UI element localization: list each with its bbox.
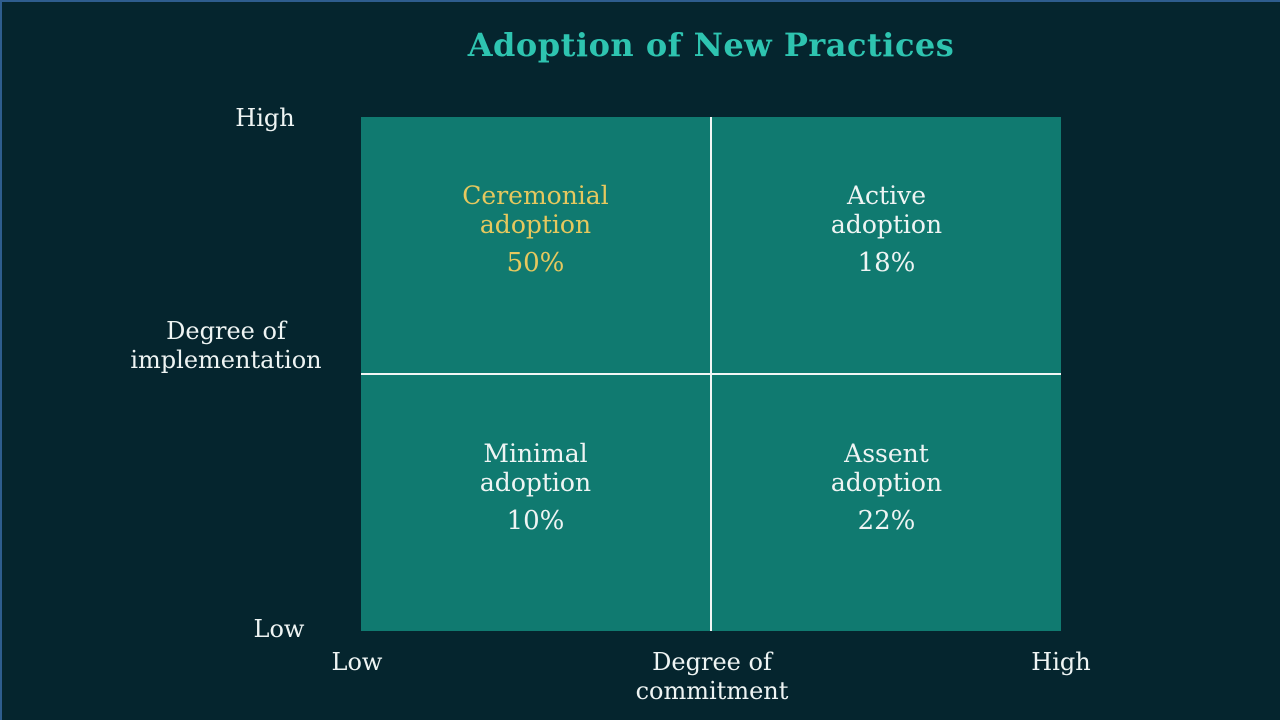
quadrant-label-line2: adoption xyxy=(479,468,592,497)
x-axis-low-label: Low xyxy=(331,648,383,676)
quadrant-label: Ceremonial adoption xyxy=(462,181,608,239)
quadrant-ceremonial-adoption: Ceremonial adoption 50% xyxy=(361,117,710,373)
quadrant-label-line1: Minimal xyxy=(483,439,588,468)
quadrant-label: Active adoption xyxy=(831,181,942,239)
quadrant-value: 22% xyxy=(857,506,916,536)
quadrant-label-line1: Ceremonial xyxy=(462,181,609,210)
quadrant-label: Minimal adoption xyxy=(480,439,591,497)
quadrant-label-line1: Assent xyxy=(844,439,929,468)
quadrant-label-line2: adoption xyxy=(479,210,592,239)
x-axis-high-label: High xyxy=(1031,648,1091,676)
quadrant-label-line1: Active xyxy=(846,181,926,210)
quadrant-label-line2: adoption xyxy=(830,210,943,239)
chart-title: Adoption of New Practices xyxy=(467,26,955,64)
quadrant-value: 10% xyxy=(506,506,565,536)
quadrant-label: Assent adoption xyxy=(831,439,942,497)
x-axis-title: Degree of commitment xyxy=(562,648,862,706)
y-axis-title: Degree of implementation xyxy=(111,317,341,375)
y-axis-high-label: High xyxy=(235,104,295,132)
x-axis-title-line2: commitment xyxy=(635,677,789,705)
quadrant-value: 18% xyxy=(857,248,916,278)
y-axis-title-line2: implementation xyxy=(130,346,322,374)
y-axis-title-line1: Degree of xyxy=(166,317,286,345)
quadrant-value: 50% xyxy=(506,248,565,278)
x-axis-title-line1: Degree of xyxy=(652,648,772,676)
quadrant-active-adoption: Active adoption 18% xyxy=(712,117,1061,373)
quadrant-minimal-adoption: Minimal adoption 10% xyxy=(361,375,710,631)
y-axis-low-label: Low xyxy=(253,615,305,643)
quadrant-matrix: Ceremonial adoption 50% Active adoption … xyxy=(361,117,1061,631)
quadrant-assent-adoption: Assent adoption 22% xyxy=(712,375,1061,631)
quadrant-label-line2: adoption xyxy=(830,468,943,497)
